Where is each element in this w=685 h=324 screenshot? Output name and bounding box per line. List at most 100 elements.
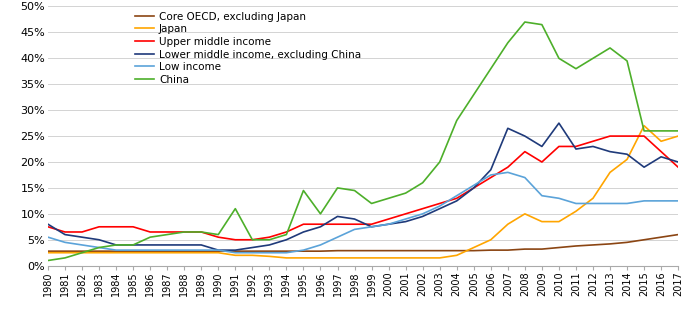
Core OECD, excluding Japan [503, 248, 512, 252]
Japan [146, 251, 154, 255]
Line: Upper middle income: Upper middle income [48, 136, 678, 240]
China [146, 235, 154, 239]
Japan [282, 256, 290, 260]
Lower middle income, excluding China [232, 248, 240, 252]
Low income [572, 202, 580, 205]
Low income [674, 199, 682, 203]
Lower middle income, excluding China [674, 160, 682, 164]
Japan [95, 251, 103, 255]
Low income [657, 199, 665, 203]
Upper middle income [44, 225, 52, 229]
China [640, 129, 648, 133]
Core OECD, excluding Japan [384, 249, 393, 253]
Lower middle income, excluding China [657, 155, 665, 159]
Lower middle income, excluding China [95, 238, 103, 242]
Low income [44, 235, 52, 239]
Lower middle income, excluding China [470, 186, 478, 190]
Lower middle income, excluding China [316, 225, 325, 229]
Upper middle income [436, 202, 444, 205]
Upper middle income [367, 222, 375, 226]
China [44, 259, 52, 262]
Core OECD, excluding Japan [606, 242, 614, 246]
Lower middle income, excluding China [572, 147, 580, 151]
Low income [351, 227, 359, 231]
Japan [657, 139, 665, 143]
Lower middle income, excluding China [248, 246, 256, 249]
Low income [248, 251, 256, 255]
Japan [436, 256, 444, 260]
China [78, 251, 86, 255]
Low income [299, 248, 308, 252]
Japan [674, 134, 682, 138]
Lower middle income, excluding China [112, 243, 120, 247]
Japan [61, 251, 69, 255]
Core OECD, excluding Japan [214, 249, 223, 253]
Lower middle income, excluding China [623, 152, 631, 156]
Lower middle income, excluding China [589, 145, 597, 148]
Upper middle income [589, 139, 597, 143]
Core OECD, excluding Japan [521, 247, 529, 251]
China [129, 243, 137, 247]
Japan [78, 251, 86, 255]
Japan [623, 157, 631, 161]
China [197, 230, 205, 234]
China [436, 160, 444, 164]
Line: Low income: Low income [48, 172, 678, 253]
Japan [248, 253, 256, 257]
Japan [486, 238, 495, 242]
Core OECD, excluding Japan [334, 249, 342, 253]
Japan [129, 251, 137, 255]
Upper middle income [521, 150, 529, 154]
Core OECD, excluding Japan [282, 249, 290, 253]
Core OECD, excluding Japan [44, 249, 52, 253]
Upper middle income [674, 165, 682, 169]
Lower middle income, excluding China [44, 222, 52, 226]
Low income [503, 170, 512, 174]
China [163, 233, 171, 237]
Core OECD, excluding Japan [674, 233, 682, 237]
Upper middle income [453, 196, 461, 200]
Core OECD, excluding Japan [112, 249, 120, 253]
China [606, 46, 614, 50]
China [623, 59, 631, 63]
China [572, 67, 580, 71]
Low income [180, 248, 188, 252]
Low income [538, 194, 546, 198]
Upper middle income [129, 225, 137, 229]
Lower middle income, excluding China [214, 248, 223, 252]
Upper middle income [197, 230, 205, 234]
Lower middle income, excluding China [384, 222, 393, 226]
Low income [419, 212, 427, 216]
Upper middle income [61, 230, 69, 234]
Line: Japan: Japan [48, 126, 678, 258]
Lower middle income, excluding China [146, 243, 154, 247]
Low income [146, 248, 154, 252]
Low income [640, 199, 648, 203]
Low income [589, 202, 597, 205]
Japan [265, 254, 273, 258]
Low income [61, 240, 69, 244]
China [282, 233, 290, 237]
Upper middle income [146, 230, 154, 234]
China [503, 41, 512, 45]
Japan [334, 256, 342, 260]
Japan [351, 256, 359, 260]
Japan [453, 253, 461, 257]
Japan [470, 246, 478, 249]
Lower middle income, excluding China [640, 165, 648, 169]
China [538, 23, 546, 27]
Low income [384, 222, 393, 226]
China [486, 67, 495, 71]
Core OECD, excluding Japan [95, 249, 103, 253]
China [674, 129, 682, 133]
Lower middle income, excluding China [78, 235, 86, 239]
Upper middle income [538, 160, 546, 164]
Low income [436, 204, 444, 208]
Low income [78, 243, 86, 247]
China [61, 256, 69, 260]
Core OECD, excluding Japan [453, 249, 461, 253]
Upper middle income [384, 217, 393, 221]
Core OECD, excluding Japan [419, 249, 427, 253]
Japan [44, 251, 52, 255]
Core OECD, excluding Japan [316, 249, 325, 253]
